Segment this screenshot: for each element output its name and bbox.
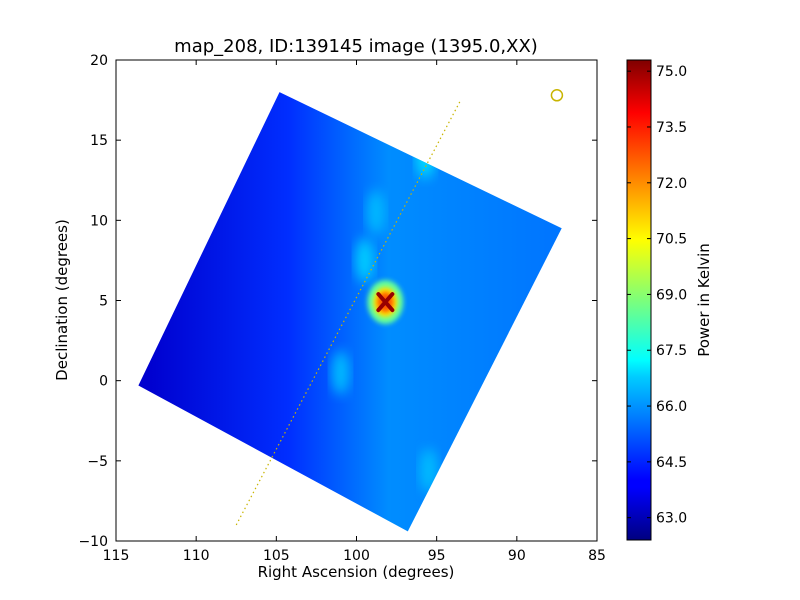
hotspot-peak: [376, 292, 395, 313]
x-axis-label: Right Ascension (degrees): [258, 563, 455, 581]
secondary-source: [355, 238, 374, 283]
colorbar-tick-label: 73.5: [656, 120, 687, 136]
y-tick-label: 10: [90, 213, 108, 229]
secondary-source: [331, 350, 350, 395]
map-region: [138, 92, 562, 532]
colorbar-label: Power in Kelvin: [695, 243, 713, 357]
secondary-source: [416, 134, 435, 179]
y-tick-label: 15: [90, 133, 108, 149]
colorbar-tick-label: 66.0: [656, 399, 687, 415]
axis-ticks: 115 110 105 100 95 90 85 −10 −5 0 5 10 15 20: [78, 53, 605, 564]
x-tick-label: 85: [588, 548, 606, 564]
colorbar-tick-label: 63.0: [656, 511, 687, 527]
colorbar-tick-label: 70.5: [656, 232, 687, 248]
x-tick-label: 100: [343, 548, 370, 564]
y-tick-label: 0: [99, 374, 108, 390]
colorbar-ticks: 63.0 64.5 66.0 67.5 69.0 70.5 72.0 73.5 75.0: [627, 64, 687, 527]
secondary-source: [366, 190, 385, 235]
colorbar: [626, 59, 652, 541]
y-tick-label: 5: [99, 294, 108, 310]
colorbar-tick-label: 75.0: [656, 64, 687, 80]
chart-title: map_208, ID:139145 image (1395.0,XX): [174, 36, 538, 57]
y-axis-label: Declination (degrees): [53, 219, 71, 381]
colorbar-tick-label: 64.5: [656, 455, 687, 471]
y-tick-label: −10: [78, 534, 108, 550]
y-tick-label: −5: [87, 454, 108, 470]
beam-marker-circle: [550, 89, 564, 102]
x-tick-label: 110: [183, 548, 210, 564]
x-tick-label: 90: [508, 548, 526, 564]
x-tick-label: 95: [428, 548, 446, 564]
x-tick-label: 105: [263, 548, 290, 564]
colorbar-tick-label: 69.0: [656, 287, 687, 303]
colorbar-tick-label: 67.5: [656, 343, 687, 359]
heatmap-image: [138, 89, 564, 532]
x-tick-label: 115: [103, 548, 130, 564]
colorbar-tick-label: 72.0: [656, 176, 687, 192]
y-tick-label: 20: [90, 53, 108, 69]
secondary-source: [419, 448, 438, 493]
